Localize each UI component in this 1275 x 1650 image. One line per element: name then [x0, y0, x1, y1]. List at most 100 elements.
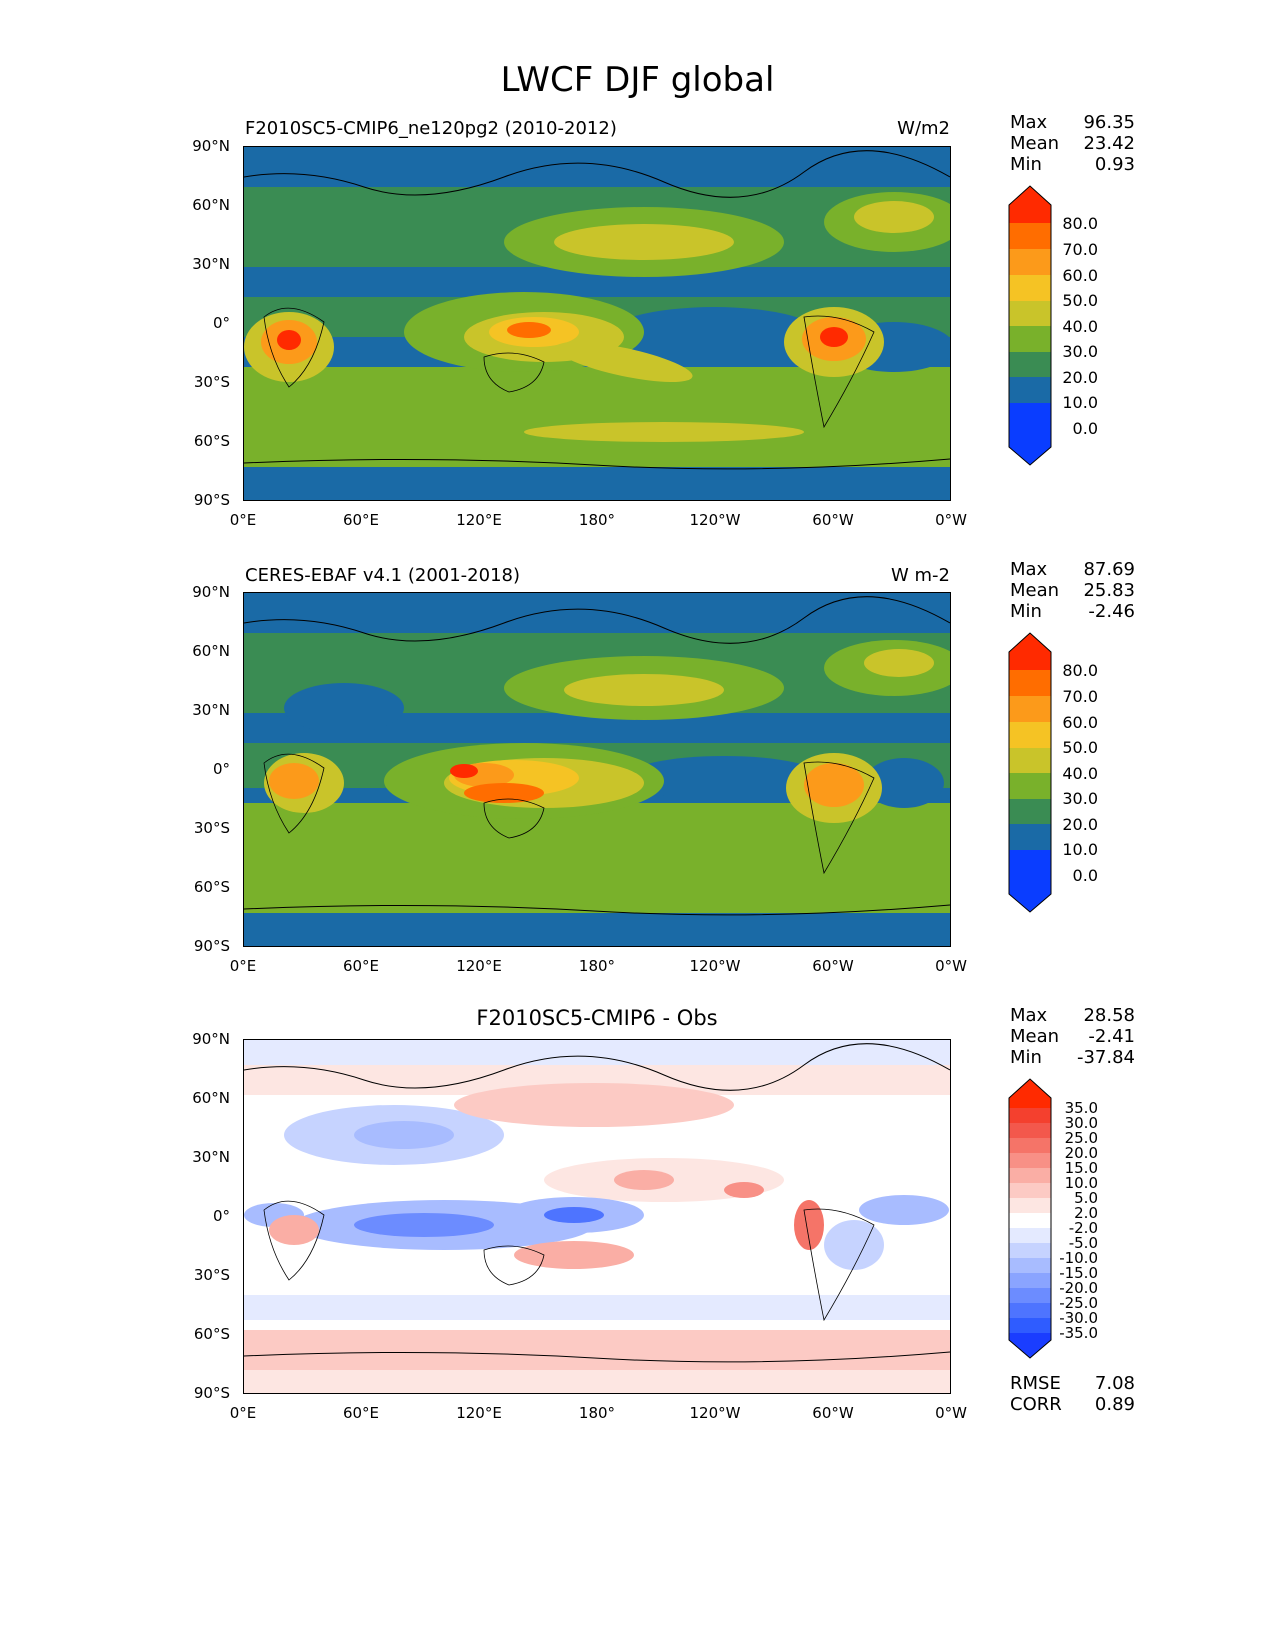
panel-1-lat-tick: 0° [212, 314, 230, 332]
stat-min: -37.84 [1076, 1047, 1135, 1068]
colorbar-label: 10.0 [1064, 1174, 1098, 1192]
colorbar-label: 40.0 [1062, 317, 1098, 336]
colorbar-label: 5.0 [1074, 1189, 1098, 1207]
panel-1-stats: Max 96.35 Mean 23.42 Min 0.93 [1010, 112, 1135, 175]
colorbar-label: -15.0 [1059, 1264, 1098, 1282]
panel-2-lat-tick: 90°S [193, 937, 230, 955]
panel-1-lon-tick: 120°W [689, 511, 741, 529]
colorbar-label: 50.0 [1062, 291, 1098, 310]
panel-3-lat-tick: 90°N [192, 1030, 230, 1048]
panel-2-lon-tick: 120°E [456, 957, 502, 975]
panel-3-lon-tick: 60°W [812, 1404, 854, 1422]
panel-2-lon-tick: 0°W [935, 957, 967, 975]
panel-1-lat-tick: 90°S [193, 491, 230, 509]
colorbar-label: 70.0 [1062, 687, 1098, 706]
stat-label: Min [1010, 1047, 1042, 1068]
panel-3-lon-tick: 60°E [342, 1404, 380, 1422]
panel-2-lat-tick: 90°N [192, 583, 230, 601]
stat-mean: -2.41 [1088, 1026, 1135, 1047]
stat-label: Mean [1010, 1026, 1060, 1047]
colorbar-label: 30.0 [1062, 789, 1098, 808]
colorbar-label: 25.0 [1064, 1129, 1098, 1147]
panel-3-lon-tick: 180° [578, 1404, 616, 1422]
colorbar-label: -20.0 [1059, 1279, 1098, 1297]
panel-3-colorbar [1008, 1078, 1052, 1367]
panel-3-lat-tick: 30°S [193, 1266, 230, 1284]
panel-2-lon-tick: 180° [578, 957, 616, 975]
stat-max: 28.58 [1083, 1005, 1135, 1026]
stat-max: 96.35 [1083, 112, 1135, 133]
corr-value: 0.89 [1094, 1394, 1135, 1415]
rmse-value: 7.08 [1094, 1373, 1135, 1394]
panel-2-units: W m-2 [890, 565, 950, 586]
panel-3-lat-tick: 60°N [192, 1089, 230, 1107]
panel-2-lat-tick: 0° [212, 760, 230, 778]
colorbar-label: 70.0 [1062, 240, 1098, 259]
panel-2-lat-tick: 30°S [193, 819, 230, 837]
panel-1-lat-tick: 60°S [193, 432, 230, 450]
rmse-label: RMSE [1010, 1373, 1061, 1394]
colorbar-label: 80.0 [1062, 214, 1098, 233]
panel-3-lon-tick: 120°W [689, 1404, 741, 1422]
panel-2-lat-tick: 60°S [193, 878, 230, 896]
panel-1-lon-tick: 60°W [812, 511, 854, 529]
colorbar-label: 2.0 [1074, 1204, 1098, 1222]
panel-1-lon-tick: 0°W [935, 511, 967, 529]
stat-max: 87.69 [1083, 559, 1135, 580]
panel-2-lon-tick: 0°E [229, 957, 257, 975]
colorbar-label: 10.0 [1062, 840, 1098, 859]
panel-3-lon-tick: 0°W [935, 1404, 967, 1422]
stat-min: -2.46 [1088, 601, 1135, 622]
stat-label: Max [1010, 112, 1048, 133]
colorbar-label: -25.0 [1059, 1294, 1098, 1312]
colorbar-label: 15.0 [1064, 1159, 1098, 1177]
colorbar-label: 60.0 [1062, 266, 1098, 285]
colorbar-label: 0.0 [1072, 419, 1098, 438]
colorbar-label: 10.0 [1062, 393, 1098, 412]
panel-2-lon-tick: 60°W [812, 957, 854, 975]
colorbar-label: -35.0 [1059, 1324, 1098, 1342]
panel-3-title: F2010SC5-CMIP6 - Obs [476, 1006, 718, 1030]
colorbar-label: -2.0 [1068, 1219, 1098, 1237]
panel-3-lon-tick: 120°E [456, 1404, 502, 1422]
panel-3-metrics: RMSE 7.08 CORR 0.89 [1010, 1373, 1135, 1415]
figure-title: LWCF DJF global [500, 60, 775, 100]
panel-3-lat-tick: 90°S [193, 1384, 230, 1402]
colorbar-label: 40.0 [1062, 764, 1098, 783]
colorbar-label: 30.0 [1062, 342, 1098, 361]
panel-1-units: W/m2 [897, 118, 950, 139]
stat-label: Mean [1010, 580, 1060, 601]
stat-label: Min [1010, 601, 1042, 622]
colorbar-label: -10.0 [1059, 1249, 1098, 1267]
panel-3-stats: Max 28.58 Mean -2.41 Min -37.84 [1010, 1005, 1135, 1068]
panel-1-title: F2010SC5-CMIP6_ne120pg2 (2010-2012) [245, 118, 617, 139]
colorbar-label: 80.0 [1062, 661, 1098, 680]
colorbar-label: 35.0 [1064, 1099, 1098, 1117]
stat-mean: 23.42 [1083, 133, 1135, 154]
corr-label: CORR [1010, 1394, 1062, 1415]
panel-3-lat-tick: 60°S [193, 1325, 230, 1343]
panel-2-stats: Max 87.69 Mean 25.83 Min -2.46 [1010, 559, 1135, 622]
panel-1-colorbar [1008, 185, 1052, 474]
panel-3-map [243, 1039, 951, 1394]
colorbar-label: 20.0 [1062, 368, 1098, 387]
panel-1-lon-tick: 120°E [456, 511, 502, 529]
colorbar-label: 30.0 [1064, 1114, 1098, 1132]
panel-2-lat-tick: 60°N [192, 642, 230, 660]
panel-2-lat-tick: 30°N [192, 701, 230, 719]
panel-1-lon-tick: 0°E [229, 511, 257, 529]
stat-label: Min [1010, 154, 1042, 175]
stat-min: 0.93 [1094, 154, 1135, 175]
panel-1-lat-tick: 90°N [192, 137, 230, 155]
panel-1-map [243, 146, 951, 501]
panel-2-colorbar [1008, 632, 1052, 921]
colorbar-label: 0.0 [1072, 866, 1098, 885]
colorbar-label: -30.0 [1059, 1309, 1098, 1327]
panel-1-lon-tick: 60°E [342, 511, 380, 529]
panel-1-lat-tick: 30°N [192, 255, 230, 273]
colorbar-label: 60.0 [1062, 713, 1098, 732]
colorbar-label: 20.0 [1064, 1144, 1098, 1162]
panel-1-lat-tick: 30°S [193, 373, 230, 391]
stat-mean: 25.83 [1083, 580, 1135, 601]
colorbar-label: 20.0 [1062, 815, 1098, 834]
